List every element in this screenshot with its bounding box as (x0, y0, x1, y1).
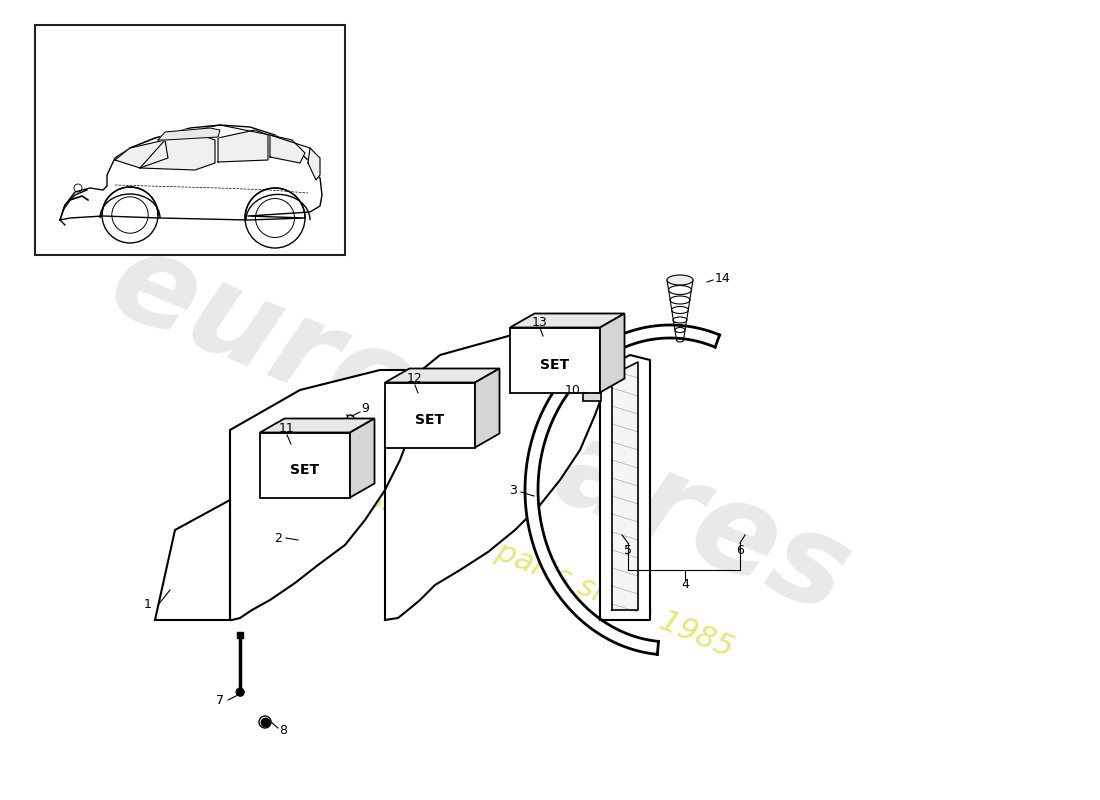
Polygon shape (475, 369, 499, 447)
Polygon shape (60, 125, 322, 220)
Polygon shape (350, 418, 374, 498)
Polygon shape (510, 314, 625, 327)
Text: eurospares: eurospares (92, 220, 868, 640)
Polygon shape (385, 369, 499, 382)
Polygon shape (385, 330, 611, 620)
Text: 2: 2 (274, 531, 282, 545)
Bar (35, 25, 345, 255)
Text: 3: 3 (509, 483, 517, 497)
Polygon shape (230, 370, 418, 620)
Text: SET: SET (290, 463, 320, 477)
Polygon shape (270, 135, 305, 163)
Polygon shape (600, 355, 650, 620)
Polygon shape (116, 140, 168, 168)
Text: 5: 5 (624, 543, 632, 557)
Text: 10: 10 (565, 385, 581, 398)
Text: SET: SET (540, 358, 570, 372)
Text: 4: 4 (681, 578, 689, 591)
Polygon shape (140, 135, 214, 170)
Ellipse shape (667, 275, 693, 285)
Text: 14: 14 (715, 271, 730, 285)
Bar (583, 388, 601, 401)
Polygon shape (385, 382, 475, 447)
Text: 7: 7 (216, 694, 224, 706)
Text: 11: 11 (279, 422, 295, 434)
Text: 1: 1 (144, 598, 152, 611)
Text: 8: 8 (279, 723, 287, 737)
Polygon shape (308, 148, 320, 180)
Polygon shape (600, 314, 625, 393)
Text: 6: 6 (736, 543, 744, 557)
Text: a passion for parts since 1985: a passion for parts since 1985 (302, 457, 738, 663)
Text: SET: SET (416, 413, 444, 427)
Polygon shape (260, 433, 350, 498)
Text: 13: 13 (532, 315, 548, 329)
Polygon shape (612, 362, 638, 610)
Text: 9: 9 (361, 402, 368, 414)
Polygon shape (510, 327, 600, 393)
Polygon shape (218, 130, 268, 162)
Text: 12: 12 (407, 371, 422, 385)
Polygon shape (525, 325, 719, 654)
Polygon shape (260, 418, 374, 433)
Polygon shape (158, 128, 220, 140)
